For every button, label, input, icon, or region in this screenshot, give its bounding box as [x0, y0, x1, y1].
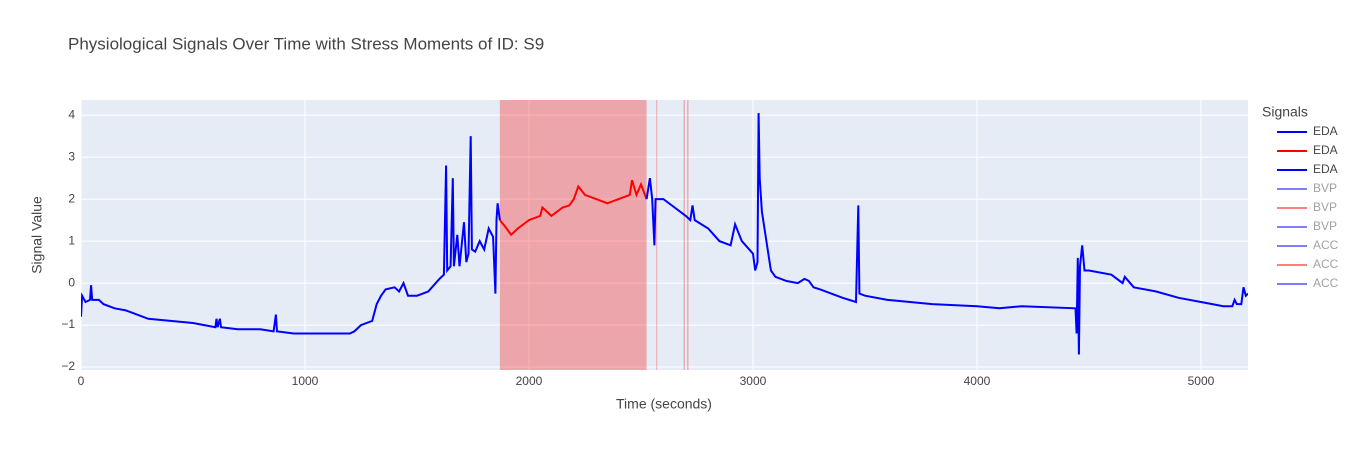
legend-label[interactable]: ACC	[1313, 276, 1339, 290]
x-tick-label: 4000	[964, 374, 991, 388]
y-axis-title: Signal Value	[29, 196, 45, 274]
stress-period	[683, 100, 685, 370]
y-tick-label: −2	[61, 359, 75, 373]
y-tick-label: −1	[61, 317, 75, 331]
stress-period	[499, 100, 647, 370]
legend-label[interactable]: ACC	[1313, 238, 1339, 252]
y-tick-label: 3	[68, 149, 75, 163]
legend-label[interactable]: EDA	[1313, 162, 1338, 176]
series-line	[81, 136, 501, 335]
legend-label[interactable]: BVP	[1313, 219, 1337, 233]
legend-label[interactable]: BVP	[1313, 181, 1337, 195]
chart-title: Physiological Signals Over Time with Str…	[68, 34, 544, 53]
x-tick-label: 2000	[516, 374, 543, 388]
x-tick-label: 0	[78, 374, 85, 388]
series-line	[645, 112, 1248, 355]
stress-period	[656, 100, 658, 370]
x-tick-label: 3000	[740, 374, 767, 388]
x-tick-label: 1000	[292, 374, 319, 388]
y-tick-label: 1	[68, 233, 75, 247]
y-tick-label: 4	[68, 107, 75, 121]
y-tick-label: 2	[68, 191, 75, 205]
x-axis-title: Time (seconds)	[616, 396, 712, 412]
stress-period	[687, 100, 689, 370]
legend-label[interactable]: ACC	[1313, 257, 1339, 271]
y-tick-label: 0	[68, 275, 75, 289]
legend-label[interactable]: BVP	[1313, 200, 1337, 214]
legend-title: Signals	[1262, 104, 1308, 120]
series-line	[499, 179, 648, 237]
legend-label[interactable]: EDA	[1313, 143, 1338, 157]
x-tick-label: 5000	[1188, 374, 1215, 388]
legend-label[interactable]: EDA	[1313, 124, 1338, 138]
